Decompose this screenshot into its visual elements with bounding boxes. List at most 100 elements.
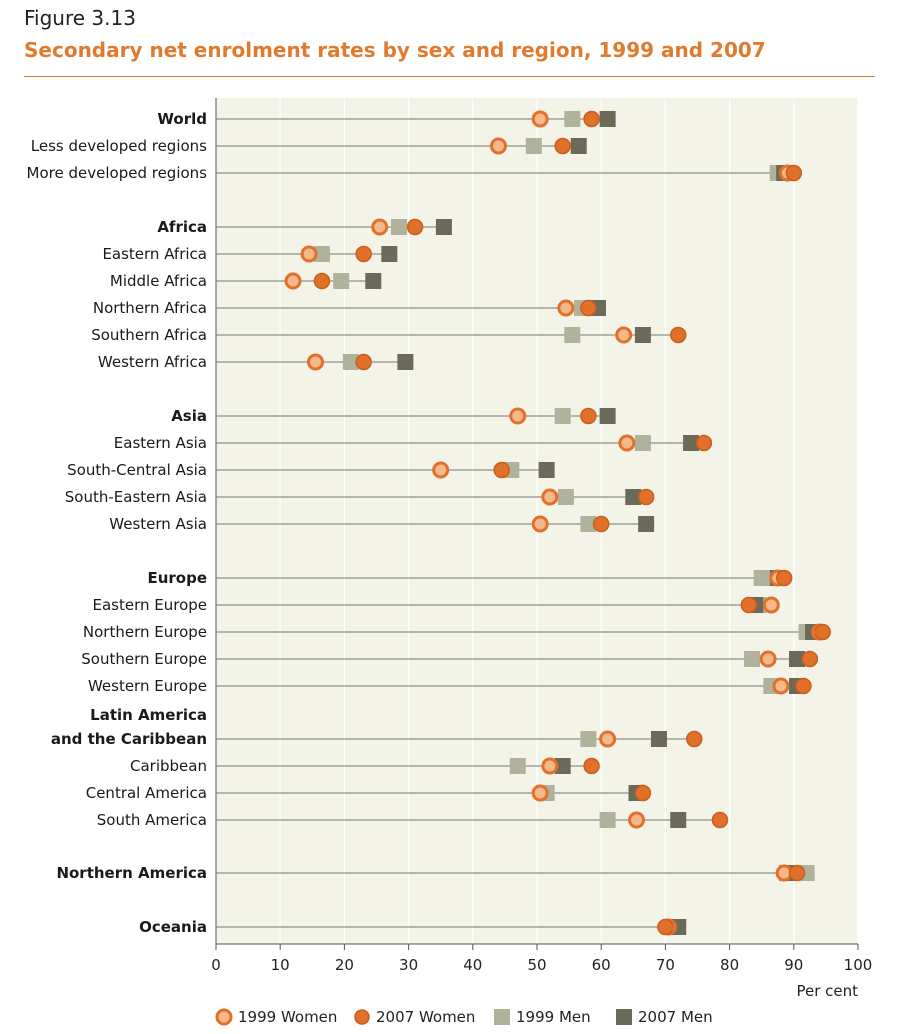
- marker-1999-women: [772, 677, 790, 695]
- marker-2007-women: [583, 757, 600, 775]
- row-caribbean: Caribbean: [130, 757, 600, 775]
- marker-1999-men: [580, 731, 597, 747]
- legend-label-1999-women: 1999 Women: [238, 1008, 338, 1026]
- legend: 1999 Women 2007 Women 1999 Men 2007 Men: [0, 1004, 900, 1034]
- marker-2007-men: [381, 246, 398, 262]
- row-label: Northern America: [56, 864, 207, 882]
- marker-2007-women: [686, 730, 703, 748]
- row-less-developed-regions: Less developed regions: [31, 137, 587, 155]
- row-oceania: Oceania: [139, 918, 687, 936]
- row-label: South America: [97, 811, 207, 829]
- marker-2007-men: [634, 327, 651, 343]
- row-label: Less developed regions: [31, 137, 207, 155]
- marker-1999-women: [432, 461, 450, 479]
- row-label: Eastern Africa: [102, 245, 207, 263]
- marker-2007-women: [775, 569, 793, 587]
- legend-item-1999-men: 1999 Men: [492, 1007, 591, 1027]
- marker-1999-men: [554, 408, 571, 424]
- dot-plot-chart: 0 10 20 30 40 50 60 70 80 90 100 Per cent World Less …: [27, 98, 872, 1000]
- marker-2007-men: [625, 489, 642, 505]
- legend-label-2007-men: 2007 Men: [638, 1008, 713, 1026]
- row-northern-africa: Northern Africa: [93, 299, 606, 317]
- row-eastern-africa: Eastern Africa: [102, 245, 398, 263]
- marker-2007-women: [785, 164, 803, 182]
- marker-2007-women: [740, 596, 758, 614]
- row-label: Africa: [157, 218, 207, 236]
- row-label-line: and the Caribbean: [51, 730, 207, 748]
- x-tick-label: 30: [399, 956, 418, 974]
- row-label: Central America: [86, 784, 207, 802]
- title-rule: [24, 76, 875, 77]
- marker-1999-women: [762, 596, 780, 614]
- marker-2007-men: [538, 462, 555, 478]
- marker-2007-women: [637, 488, 655, 506]
- row-label: Western Asia: [109, 515, 207, 533]
- row-label: World: [157, 110, 207, 128]
- x-tick-label: 90: [784, 956, 803, 974]
- marker-1999-men: [557, 489, 574, 505]
- row-more-developed-regions: More developed regions: [27, 164, 803, 182]
- row-south-central-asia: South-Central Asia: [67, 461, 555, 479]
- row-label: South-Central Asia: [67, 461, 207, 479]
- row-western-europe: Western Europe: [88, 677, 812, 695]
- row-label: Caribbean: [130, 757, 207, 775]
- legend-label-2007-women: 2007 Women: [376, 1008, 476, 1026]
- row-label: Northern Europe: [83, 623, 207, 641]
- marker-2007-men: [365, 273, 382, 289]
- row-label: Southern Europe: [81, 650, 207, 668]
- marker-2007-women: [355, 353, 372, 371]
- figure-label: Figure 3.13: [24, 6, 136, 30]
- marker-2007-men: [789, 651, 806, 667]
- marker-2007-men: [683, 435, 700, 451]
- row-eastern-europe: Eastern Europe: [92, 596, 780, 614]
- marker-1999-men: [753, 570, 770, 586]
- marker-2007-women: [580, 407, 597, 425]
- row-central-america: Central America: [86, 784, 652, 802]
- marker-2007-men: [554, 758, 571, 774]
- marker-2007-women: [634, 784, 652, 802]
- legend-label-1999-men: 1999 Men: [516, 1008, 591, 1026]
- marker-1999-women: [541, 488, 559, 506]
- x-tick-label: 40: [463, 956, 482, 974]
- row-label: Northern Africa: [93, 299, 207, 317]
- marker-2007-women: [788, 864, 806, 882]
- marker-1999-men: [313, 246, 330, 262]
- marker-2007-women: [580, 299, 597, 317]
- marker-1999-women: [489, 137, 507, 155]
- marker-2007-women: [355, 245, 372, 263]
- marker-1999-women: [531, 515, 549, 533]
- marker-1999-women: [371, 218, 389, 236]
- row-europe: Europe: [147, 569, 793, 587]
- marker-2007-women: [795, 677, 812, 695]
- marker-1999-women: [628, 811, 646, 829]
- x-tick-label: 80: [720, 956, 739, 974]
- row-latin-america-and-the-caribbean: Latin America and the Caribbean: [51, 706, 703, 748]
- marker-1999-men: [564, 327, 581, 343]
- row-western-africa: Western Africa: [98, 353, 414, 371]
- row-label-line: Latin America: [90, 706, 207, 724]
- marker-1999-women: [284, 272, 302, 290]
- row-south-america: South America: [97, 811, 729, 829]
- row-eastern-asia: Eastern Asia: [114, 434, 713, 452]
- row-label: Europe: [147, 569, 207, 587]
- row-label: More developed regions: [27, 164, 208, 182]
- x-tick-label: 50: [527, 956, 546, 974]
- row-label: Eastern Asia: [114, 434, 207, 452]
- row-middle-africa: Middle Africa: [110, 272, 382, 290]
- legend-item-2007-women: 2007 Women: [352, 1007, 475, 1027]
- marker-2007-men: [650, 731, 667, 747]
- row-label: Latin America and the Caribbean: [51, 706, 207, 748]
- marker-1999-women: [300, 245, 318, 263]
- marker-2007-women: [695, 434, 713, 452]
- row-world: World: [157, 110, 616, 128]
- marker-2007-men: [670, 812, 687, 828]
- marker-2007-women: [669, 326, 687, 344]
- marker-2007-women: [313, 272, 331, 290]
- marker-1999-men: [580, 516, 597, 532]
- marker-1999-women: [618, 434, 636, 452]
- marker-1999-women: [509, 407, 527, 425]
- row-south-eastern-asia: South-Eastern Asia: [65, 488, 655, 506]
- marker-1999-men: [342, 354, 359, 370]
- marker-2007-women: [554, 137, 571, 155]
- marker-2007-women: [801, 650, 819, 668]
